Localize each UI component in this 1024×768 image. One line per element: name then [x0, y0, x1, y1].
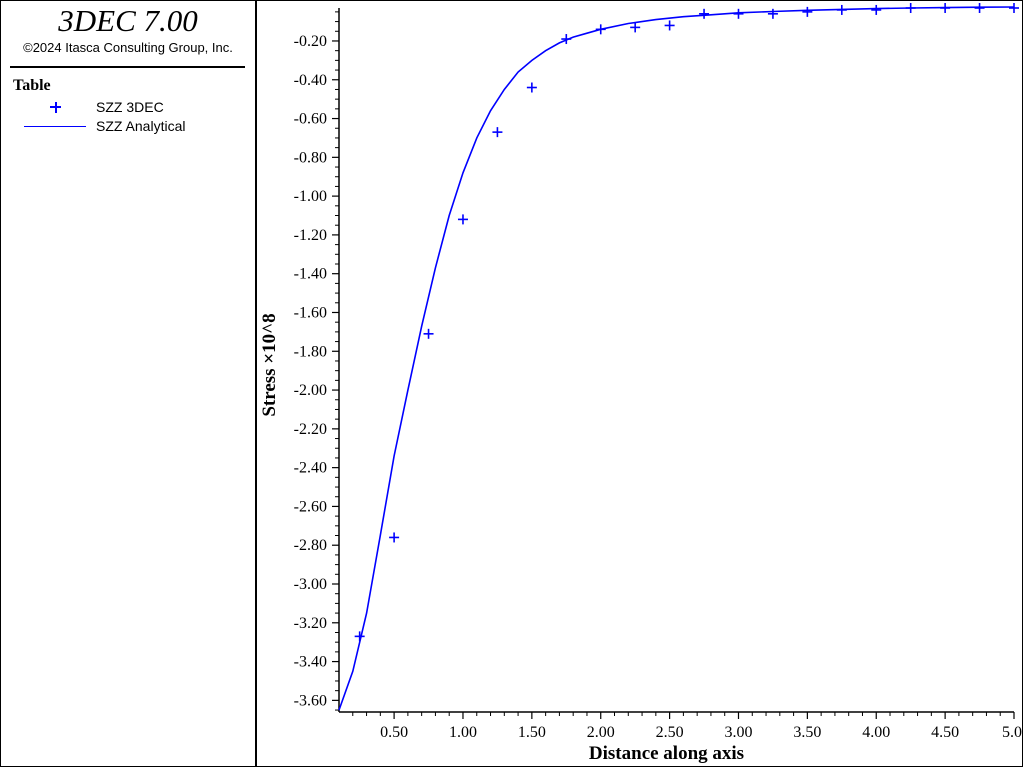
- legend-item-szz-3dec: SZZ 3DEC: [20, 98, 164, 116]
- series-3dec: [354, 3, 1019, 642]
- y-tick-label: -2.00: [294, 382, 327, 399]
- data-point-plus: [423, 328, 434, 339]
- data-point-plus: [389, 532, 400, 543]
- x-tick-label: 3.00: [724, 724, 752, 741]
- y-tick-label: -2.60: [294, 498, 327, 515]
- data-point-plus: [492, 127, 503, 138]
- x-tick-label: 4.50: [931, 724, 959, 741]
- y-tick-label: -0.40: [294, 72, 327, 89]
- legend-title: Table: [13, 77, 51, 94]
- data-point-plus: [905, 3, 916, 13]
- data-point-plus: [595, 24, 606, 35]
- data-point-plus: [871, 4, 882, 15]
- y-axis-title: Stress ×10^8: [259, 313, 280, 416]
- y-tick-label: -3.20: [294, 615, 327, 632]
- data-point-plus: [767, 8, 778, 19]
- data-point-plus: [974, 3, 985, 13]
- y-tick-label: -0.60: [294, 111, 327, 128]
- y-tick-label: -2.20: [294, 421, 327, 438]
- x-axis-title: Distance along axis: [589, 743, 744, 764]
- x-axis-ticks: 0.50 1.00 1.50 2.00 2.50 3.00 3.50 4.00 4.50 5.0: [380, 712, 1022, 741]
- y-tick-label: -0.80: [294, 149, 327, 166]
- x-tick-label: 4.00: [862, 724, 890, 741]
- x-tick-label: 3.50: [793, 724, 821, 741]
- y-tick-label: -1.00: [294, 188, 327, 205]
- y-tick-label: -1.80: [294, 343, 327, 360]
- data-point-plus: [699, 8, 710, 19]
- title-rule: [10, 66, 245, 68]
- legend-label: SZZ Analytical: [96, 118, 186, 134]
- data-point-plus: [526, 82, 537, 93]
- y-tick-label: -0.20: [294, 33, 327, 50]
- y-tick-label: -1.60: [294, 304, 327, 321]
- data-point-plus: [940, 3, 951, 13]
- y-tick-label: -3.00: [294, 576, 327, 593]
- copyright-notice: ©2024 Itasca Consulting Group, Inc.: [23, 40, 233, 55]
- x-tick-label: 5.0: [1002, 724, 1022, 741]
- y-tick-label: -2.80: [294, 537, 327, 554]
- data-point-plus: [836, 4, 847, 15]
- data-point-plus: [354, 631, 365, 642]
- x-tick-label: 1.50: [518, 724, 546, 741]
- data-point-plus: [664, 20, 675, 31]
- chart-plot: 0.50 1.00 1.50 2.00 2.50 3.00 3.50 4.00 4.50 5.0 …: [259, 3, 1022, 764]
- x-tick-label: 1.00: [449, 724, 477, 741]
- data-point-plus: [733, 8, 744, 19]
- chart-axes: [335, 8, 1014, 716]
- x-tick-label: 2.50: [656, 724, 684, 741]
- panel-divider: [255, 0, 257, 767]
- data-point-plus: [561, 34, 572, 45]
- y-tick-label: -3.60: [294, 692, 327, 709]
- data-point-plus: [457, 214, 468, 225]
- analytical-curve: [338, 6, 1015, 711]
- app-title: 3DEC 7.00: [58, 3, 198, 38]
- x-tick-label: 0.50: [380, 724, 408, 741]
- plus-marker-icon: [20, 98, 90, 116]
- y-tick-label: -1.40: [294, 266, 327, 283]
- data-point-plus: [802, 6, 813, 17]
- y-axis-ticks: -0.20 -0.40 -0.60 -0.80 -1.00 -1.20 -1.40 -1.60…: [294, 33, 339, 709]
- data-point-plus: [1009, 3, 1019, 13]
- y-tick-label: -3.40: [294, 654, 327, 671]
- series-analytical: [338, 6, 1015, 711]
- y-tick-label: -2.40: [294, 460, 327, 477]
- data-point-plus: [630, 22, 641, 33]
- line-marker-icon: [20, 117, 90, 135]
- legend-label: SZZ 3DEC: [96, 99, 164, 115]
- x-tick-label: 2.00: [587, 724, 615, 741]
- y-tick-label: -1.20: [294, 227, 327, 244]
- legend-item-szz-analytical: SZZ Analytical: [20, 117, 185, 135]
